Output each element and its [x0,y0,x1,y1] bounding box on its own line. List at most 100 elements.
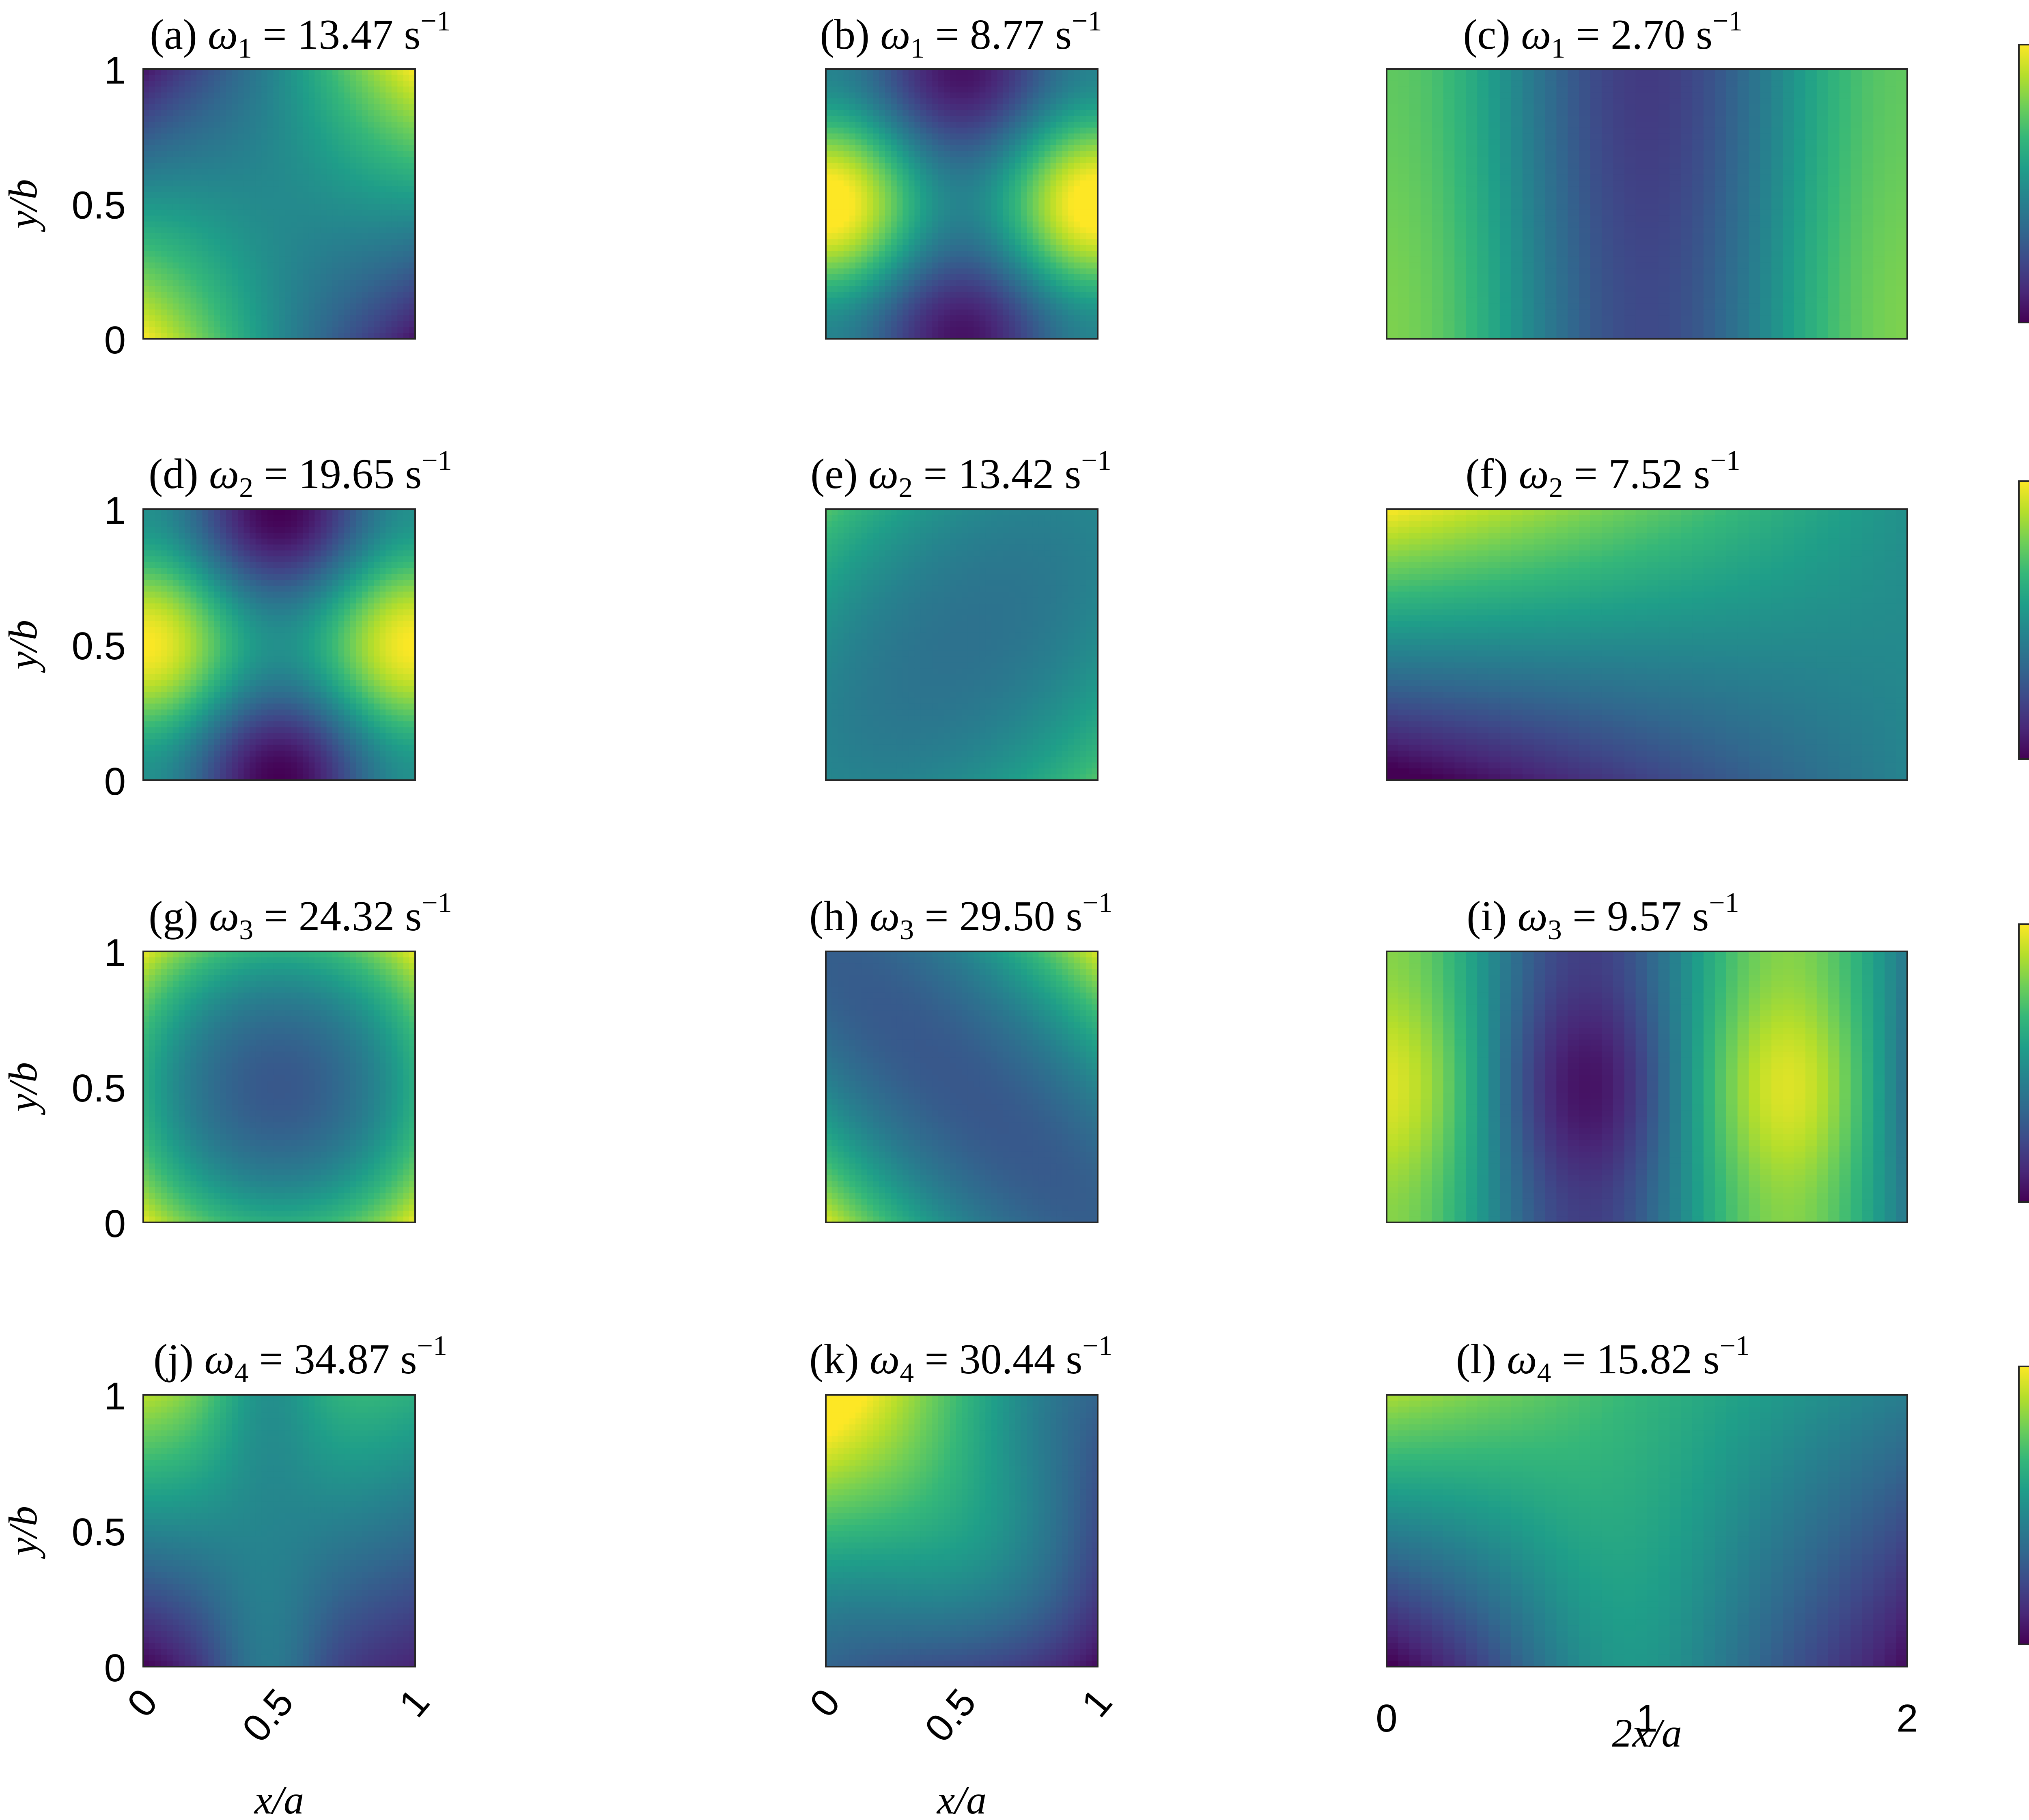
heatmap-cell [1590,69,1602,75]
heatmap-cell [391,204,398,210]
heatmap-cell [944,168,950,175]
heatmap-cell [167,163,173,169]
heatmap-cell [208,245,215,251]
heatmap-cell [179,274,185,281]
heatmap-cell [391,127,398,134]
heatmap-cell [356,75,362,81]
heatmap-cell [391,233,398,240]
heatmap-cell [179,227,185,234]
heatmap-cell [397,151,404,157]
heatmap-cell [255,157,262,163]
heatmap-cell [208,292,215,298]
heatmap-cell [1692,75,1704,81]
heatmap-cell [285,139,291,146]
heatmap-cell [243,110,250,116]
heatmap-cell [202,333,209,339]
heatmap-cell [1009,321,1015,327]
heatmap-cell [149,227,155,234]
heatmap-cell [1681,145,1693,152]
heatmap-cell [855,98,862,105]
heatmap-cell [208,186,215,193]
heatmap-cell [1086,168,1092,175]
heatmap-cell [261,75,268,81]
heatmap-cell [956,274,962,281]
heatmap-cell [1579,92,1591,99]
heatmap-cell [208,309,215,316]
heatmap-cell [1624,122,1636,128]
heatmap-cell [956,163,962,169]
heatmap-cell [320,204,327,210]
heatmap-cell [184,116,191,122]
heatmap-cell [303,333,309,339]
heatmap-cell [279,268,286,275]
heatmap-cell [1703,157,1715,163]
heatmap-cell [1027,69,1033,75]
heatmap-cell [938,139,945,146]
heatmap-cell [332,98,339,105]
heatmap-cell [267,192,274,198]
heatmap-cell [1749,104,1761,110]
heatmap-cell [1015,145,1021,152]
heatmap-cell [308,75,315,81]
heatmap-cell [908,163,915,169]
heatmap-cell [991,262,998,269]
heatmap-cell [314,127,321,134]
heatmap-cell [908,327,915,333]
heatmap-cell [291,127,297,134]
heatmap-cell [932,168,939,175]
heatmap-cell [838,198,844,204]
heatmap-cell [261,133,268,140]
heatmap-cell [386,239,392,245]
heatmap-cell [220,75,226,81]
heatmap-cell [356,251,362,257]
heatmap-cell [161,75,168,81]
heatmap-cell [891,215,897,222]
heatmap-cell [232,180,238,187]
heatmap-cell [1522,86,1534,93]
heatmap-cell [1032,92,1039,99]
heatmap-cell [944,174,950,181]
heatmap-cell [267,256,274,263]
heatmap-cell [261,80,268,87]
heatmap-cell [1062,233,1068,240]
heatmap-cell [149,186,155,193]
heatmap-cell [926,86,933,93]
heatmap-cell [220,256,226,263]
heatmap-cell [944,239,950,245]
heatmap-cell [155,227,162,234]
heatmap-cell [391,174,398,181]
heatmap-cell [1086,227,1092,234]
heatmap-cell [1771,133,1783,140]
heatmap-cell [1760,133,1772,140]
heatmap-cell [838,268,844,275]
heatmap-cell [896,180,903,187]
heatmap-cell [320,233,327,240]
heatmap-cell [1409,69,1421,75]
heatmap-cell [1021,262,1027,269]
heatmap-cell [243,75,250,81]
heatmap-cell [1050,292,1057,298]
heatmap-cell [843,122,850,128]
heatmap-cell [938,180,945,187]
heatmap-cell [979,274,986,281]
heatmap-cell [1080,233,1086,240]
heatmap-cell [861,180,868,187]
heatmap-cell [238,309,244,316]
heatmap-cell [1783,122,1794,128]
heatmap-cell [167,133,173,140]
heatmap-cell [220,116,226,122]
heatmap-cell [1771,145,1783,152]
heatmap-cell [1092,303,1098,310]
heatmap-cell [902,157,909,163]
heatmap-cell [332,168,339,175]
heatmap-cell [855,110,862,116]
heatmap-cell [1062,180,1068,187]
heatmap-cell [1003,227,1010,234]
heatmap-cell [1050,221,1057,228]
heatmap-cell [1488,75,1500,81]
heatmap-cell [1050,280,1057,286]
heatmap-cell [891,116,897,122]
heatmap-cell [1443,69,1455,75]
heatmap-cell [303,227,309,234]
heatmap-cell [314,327,321,333]
